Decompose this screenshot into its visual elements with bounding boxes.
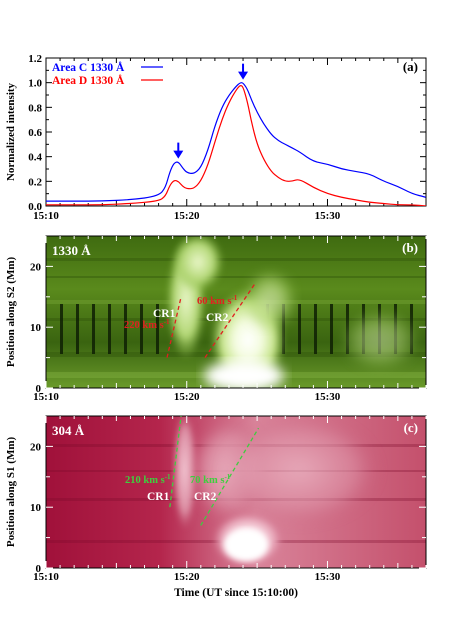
panel-b-ribbon-fits — [166, 284, 255, 358]
panel-label-b: (b) — [402, 240, 418, 255]
x-tick-label: 15:10 — [33, 391, 59, 403]
data-gap-bar — [140, 304, 143, 354]
data-gap-bar — [92, 304, 95, 354]
x-tick-label: 15:10 — [33, 210, 59, 222]
ribbon-label-c-cr2: CR2 — [194, 491, 217, 503]
data-gap-bar — [108, 304, 111, 354]
y-tick-label: 0 — [36, 563, 42, 575]
y-tick-label: 0 — [36, 383, 42, 395]
stackplot-image-b — [46, 236, 426, 388]
x-tick-label: 15:20 — [174, 571, 200, 583]
panel-label-a: (a) — [403, 59, 418, 74]
legend-label-area-d: Area D 1330 Å — [52, 73, 125, 87]
data-gap-bar — [60, 304, 63, 354]
data-gap-bar — [330, 304, 333, 354]
y-tick-label: 0.2 — [28, 176, 42, 188]
speed-label-b-cr1: 220 km s-1 — [124, 318, 170, 331]
x-tick-label: 15:10 — [33, 571, 59, 583]
legend-label-area-c: Area C 1330 Å — [52, 60, 125, 74]
peak-arrows — [173, 63, 249, 159]
panel-c-ribbon-fits — [169, 415, 260, 526]
speed-label-c-cr2: 70 km s-1 — [190, 473, 231, 486]
panel-label-c: (c) — [404, 420, 418, 435]
y-tick-labels-a: 0.0 0.2 0.4 0.6 0.8 1.0 1.2 — [28, 53, 42, 213]
y-tick-label: 1.0 — [28, 78, 42, 90]
arrow-head — [238, 71, 249, 80]
y-tick-labels-b: 0 10 20 — [30, 261, 42, 395]
series-area-c-line — [46, 82, 426, 202]
data-gap-bar — [298, 304, 301, 354]
ribbon-fit-line — [200, 427, 260, 526]
speed-label-b-cr2: 60 km s-1 — [197, 294, 238, 307]
panel-b-ticks — [45, 236, 427, 389]
channel-label-b: 1330 Å — [52, 243, 91, 258]
x-tick-labels-c: 15:10 15:20 15:30 — [33, 571, 341, 583]
ribbon-fit-line — [169, 415, 182, 508]
panel-a-light-curves: Area C 1330 Å Area D 1330 Å (a) Normaliz… — [5, 53, 427, 222]
channel-label-c: 304 Å — [52, 423, 85, 438]
ribbon-label-b-cr1: CR1 — [153, 308, 176, 320]
y-tick-label: 10 — [30, 502, 42, 514]
panel-a-ticks — [45, 57, 427, 207]
speed-label-c-cr1: 210 km s-1 — [125, 473, 171, 486]
data-gap-bar — [124, 304, 127, 354]
x-tick-label: 15:30 — [315, 571, 341, 583]
y-axis-label-c: Position along S1 (Mm) — [5, 437, 17, 548]
x-tick-labels-a: 15:10 15:20 15:30 — [33, 210, 341, 222]
x-tick-label: 15:20 — [174, 210, 200, 222]
y-axis-label-a: Normalized intensity — [5, 82, 17, 181]
y-tick-label: 20 — [30, 261, 42, 273]
stackplot-image-c — [46, 416, 426, 568]
x-tick-label: 15:30 — [315, 210, 341, 222]
panel-c-304-stackplot: 304 Å (c) 210 km s-1 CR1 70 km s-1 CR2 P… — [5, 415, 427, 599]
ribbon-fit-line — [166, 296, 182, 358]
y-tick-label: 0.4 — [28, 152, 42, 164]
y-tick-label: 0.0 — [28, 201, 42, 213]
series-area-d-line — [46, 85, 426, 206]
arrow-head — [173, 150, 184, 159]
panel-b-1330-stackplot: 1330 Å (b) 60 km s-1 CR2 CR1 220 km s-1 … — [5, 235, 427, 403]
x-tick-label: 15:20 — [174, 391, 200, 403]
y-tick-label: 0.8 — [28, 102, 42, 114]
y-tick-labels-c: 0 10 20 — [30, 441, 42, 575]
x-tick-labels-b: 15:10 15:20 15:30 — [33, 391, 341, 403]
y-axis-label-b: Position along S2 (Mm) — [5, 257, 17, 368]
data-gap-bar — [156, 304, 159, 354]
ribbon-label-c-cr1: CR1 — [147, 491, 170, 503]
y-tick-label: 0.6 — [28, 127, 42, 139]
x-axis-label: Time (UT since 15:10:00) — [174, 587, 298, 599]
x-tick-label: 15:30 — [315, 391, 341, 403]
ribbon-label-b-cr2: CR2 — [206, 312, 229, 324]
data-gap-bar — [314, 304, 317, 354]
legend: Area C 1330 Å Area D 1330 Å — [52, 60, 163, 87]
data-gap-bar — [76, 304, 79, 354]
y-tick-label: 10 — [30, 322, 42, 334]
y-tick-label: 1.2 — [28, 53, 42, 65]
panel-c-ticks — [45, 416, 427, 569]
y-tick-label: 20 — [30, 441, 42, 453]
ribbon-fit-line — [204, 284, 255, 358]
